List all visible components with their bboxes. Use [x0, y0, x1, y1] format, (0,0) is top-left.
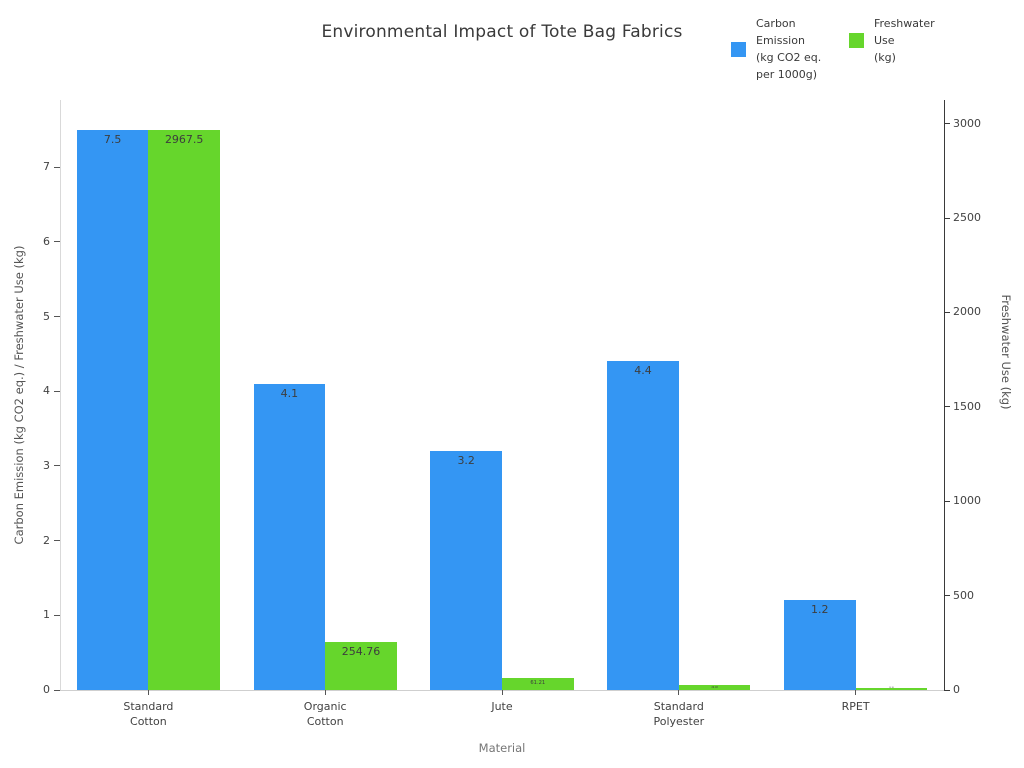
left-tick-label: 2 [43, 533, 50, 547]
left-tick-mark [54, 166, 60, 168]
x-category-label-standard-polyester: Standard Polyester [653, 700, 705, 728]
right-tick-mark [944, 500, 950, 502]
right-tick-label: 2500 [953, 211, 981, 225]
bottom-axis-spine [60, 690, 945, 691]
x-category-label-organic-cotton: Organic Cotton [303, 700, 347, 728]
right-axis-spine [944, 100, 946, 690]
right-tick-mark [944, 123, 950, 125]
right-tick-mark [944, 311, 950, 313]
bar-value-label-organic-cotton-freshwater-use: 254.76 [341, 644, 381, 658]
bar-value-label-organic-cotton-carbon-emission: 4.1 [280, 386, 299, 400]
bar-rpet-freshwater-use [855, 687, 928, 690]
bar-organic-cotton-carbon-emission [253, 383, 326, 690]
right-axis-label: Freshwater Use (kg) [999, 294, 1013, 410]
left-tick-mark [54, 540, 60, 542]
left-tick-label: 7 [43, 160, 50, 174]
x-category-label-standard-cotton: Standard Cotton [123, 700, 174, 728]
legend-label-carbon-emission: Carbon Emission (kg CO2 eq. per 1000g) [756, 17, 822, 81]
x-axis-label: Material [478, 741, 526, 755]
left-tick-mark [54, 689, 60, 691]
right-tick-label: 1500 [953, 399, 981, 413]
right-tick-mark [944, 217, 950, 219]
left-tick-label: 1 [43, 608, 50, 622]
chart-title: Environmental Impact of Tote Bag Fabrics [321, 22, 683, 42]
legend-item-freshwater-use: Freshwater Use (kg) [849, 15, 935, 66]
bar-standard-polyester-carbon-emission [607, 361, 679, 690]
bar-value-label-rpet-freshwater-use: 13.18 [889, 687, 894, 689]
legend-item-carbon-emission: Carbon Emission (kg CO2 eq. per 1000g) [731, 15, 821, 83]
left-tick-mark [54, 465, 60, 467]
right-tick-mark [944, 406, 950, 408]
right-tick-label: 0 [953, 683, 960, 696]
left-tick-label: 4 [43, 384, 50, 398]
legend-label-freshwater-use: Freshwater Use (kg) [874, 17, 935, 64]
bar-value-label-standard-polyester-freshwater-use: 26.48 [711, 685, 718, 689]
left-tick-mark [54, 316, 60, 318]
bar-organic-cotton-freshwater-use [325, 641, 397, 690]
left-tick-mark [54, 390, 60, 392]
right-tick-label: 500 [953, 588, 974, 602]
x-tick-mark [855, 690, 857, 695]
right-tick-mark [944, 689, 950, 691]
x-category-label-jute: Jute [491, 700, 513, 713]
x-tick-mark [147, 690, 149, 695]
legend-swatch-carbon-emission [731, 41, 746, 57]
bar-standard-polyester-freshwater-use [678, 685, 751, 690]
left-axis-spine [60, 100, 61, 690]
left-tick-label: 5 [43, 309, 50, 323]
right-tick-mark [944, 595, 950, 597]
bar-standard-cotton-carbon-emission [76, 129, 149, 690]
bar-value-label-standard-cotton-freshwater-use: 2967.5 [164, 132, 204, 146]
left-tick-mark [54, 614, 60, 616]
x-category-label-rpet: RPET [841, 700, 870, 713]
right-tick-label: 2000 [953, 305, 981, 319]
bar-standard-cotton-freshwater-use [148, 129, 220, 690]
bar-rpet-carbon-emission [784, 600, 856, 690]
bar-value-label-rpet-carbon-emission: 1.2 [811, 603, 829, 617]
left-tick-label: 0 [43, 683, 50, 696]
bar-jute-freshwater-use [502, 678, 574, 690]
x-tick-mark [678, 690, 680, 695]
bar-value-label-jute-carbon-emission: 3.2 [457, 454, 475, 467]
left-tick-label: 3 [43, 458, 50, 472]
left-tick-mark [54, 241, 60, 243]
left-tick-label: 6 [43, 234, 50, 248]
x-tick-mark [501, 690, 503, 695]
legend-swatch-freshwater-use [849, 33, 864, 48]
bar-jute-carbon-emission [430, 451, 502, 690]
bar-value-label-standard-polyester-carbon-emission: 4.4 [634, 364, 652, 378]
bar-value-label-jute-freshwater-use: 61.21 [530, 679, 546, 686]
bar-value-label-standard-cotton-carbon-emission: 7.5 [103, 132, 122, 146]
x-tick-mark [324, 690, 326, 695]
right-tick-label: 1000 [953, 494, 981, 508]
right-tick-label: 3000 [953, 116, 981, 130]
